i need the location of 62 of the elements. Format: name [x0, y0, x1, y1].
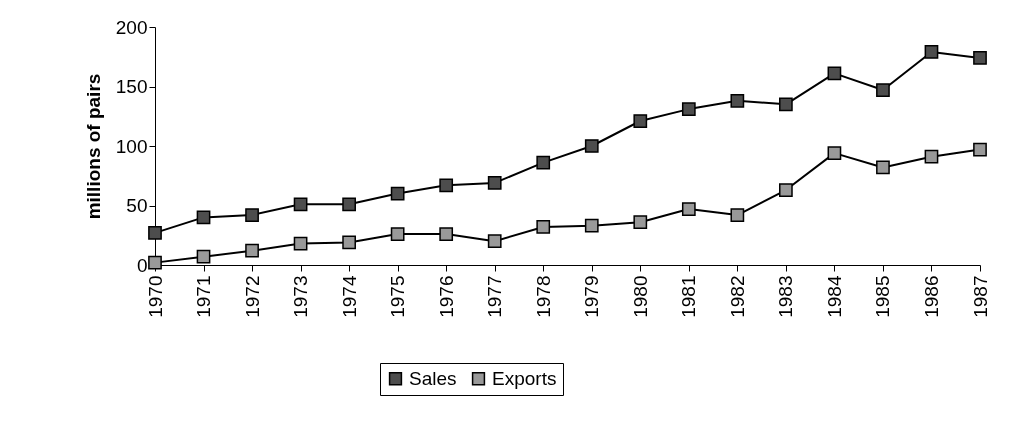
point — [924, 45, 939, 59]
point — [827, 146, 842, 161]
point — [779, 183, 793, 197]
point — [584, 139, 599, 153]
x-tick-label: 1979 — [581, 275, 603, 318]
point — [681, 102, 696, 116]
x-tick-label: 1986 — [920, 275, 942, 318]
x-tick-label: 1978 — [532, 275, 554, 318]
x-tick-label: 1976 — [435, 275, 457, 318]
y-tick-label: 200 — [115, 16, 148, 38]
x-tick-label: 1987 — [969, 275, 991, 318]
y-tick-label: 150 — [115, 76, 148, 97]
point — [536, 220, 551, 234]
point — [293, 236, 308, 251]
point — [148, 255, 162, 270]
point — [390, 227, 405, 241]
x-tick-label: 1982 — [726, 275, 748, 318]
x-tick-label: 1973 — [290, 275, 312, 318]
x-tick-label: 1971 — [193, 275, 215, 318]
point — [633, 114, 648, 128]
point — [779, 97, 793, 112]
point — [342, 235, 356, 250]
y-tick-label: 50 — [126, 195, 148, 216]
y-axis-title: millions of pairs — [82, 73, 104, 220]
point — [633, 215, 648, 230]
x-tick-label: 1975 — [387, 275, 409, 318]
legend-label: Exports — [492, 367, 557, 389]
y-tick-label: 100 — [115, 135, 148, 157]
point — [342, 197, 356, 212]
point — [293, 197, 308, 212]
point — [245, 243, 259, 258]
point — [924, 149, 939, 164]
point — [148, 226, 162, 240]
point — [536, 155, 551, 170]
point — [973, 51, 987, 65]
x-tick-label: 1985 — [872, 275, 894, 318]
x-tick-label: 1972 — [241, 275, 263, 318]
point — [876, 83, 890, 97]
x-tick-label: 1981 — [678, 275, 700, 318]
point — [730, 93, 745, 108]
point — [390, 186, 405, 201]
point — [487, 234, 502, 249]
point — [245, 208, 259, 222]
point — [439, 178, 454, 193]
y-tick-label: 0 — [136, 254, 148, 276]
x-tick-label: 1984 — [823, 275, 845, 318]
point — [827, 66, 842, 81]
x-tick-label: 1977 — [484, 275, 506, 318]
point — [681, 202, 696, 216]
x-tick-label: 1980 — [629, 275, 651, 318]
point — [196, 210, 211, 225]
point — [584, 218, 599, 233]
point — [730, 208, 745, 222]
point — [973, 142, 987, 157]
point — [439, 227, 454, 241]
x-tick-label: 1970 — [144, 275, 166, 318]
point — [876, 160, 890, 175]
x-tick-label: 1983 — [775, 275, 797, 318]
x-tick-label: 1974 — [338, 275, 360, 318]
legend-label: Sales — [409, 367, 457, 389]
point — [196, 249, 211, 264]
point — [487, 176, 502, 190]
